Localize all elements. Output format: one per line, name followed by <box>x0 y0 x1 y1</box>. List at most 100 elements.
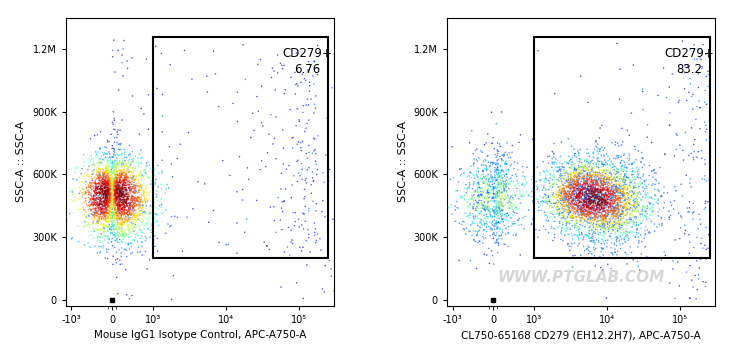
Point <box>598 206 610 211</box>
Point <box>596 190 607 196</box>
Point <box>618 178 629 183</box>
Point <box>503 180 515 186</box>
Point <box>464 169 476 175</box>
Point <box>186 76 198 82</box>
Point <box>300 238 312 244</box>
Point <box>102 187 114 193</box>
Point <box>591 237 602 242</box>
Point <box>99 194 111 200</box>
Point <box>507 221 519 227</box>
Point <box>103 175 115 181</box>
Point <box>494 220 506 226</box>
Point <box>108 197 120 202</box>
Point <box>110 200 121 206</box>
Point <box>101 182 112 188</box>
Point <box>629 188 641 194</box>
Point <box>496 196 507 202</box>
Point <box>296 161 307 166</box>
Point <box>115 174 127 179</box>
Point <box>596 182 608 188</box>
Point <box>112 256 123 262</box>
Point <box>105 168 117 174</box>
Point <box>599 199 611 205</box>
Point <box>604 225 616 231</box>
Point <box>103 203 115 209</box>
Point <box>507 209 519 215</box>
Point <box>98 207 110 213</box>
Point <box>99 199 110 205</box>
Point <box>620 191 631 197</box>
Point <box>610 204 621 210</box>
Point <box>515 222 527 228</box>
Point <box>126 226 138 232</box>
Point <box>131 223 142 229</box>
Point <box>580 206 592 212</box>
Point <box>480 235 491 241</box>
Point <box>102 173 114 179</box>
Point <box>634 195 646 201</box>
Point <box>558 210 569 216</box>
Point <box>110 163 122 169</box>
Point <box>591 170 602 175</box>
Point <box>592 221 604 227</box>
Point <box>633 195 645 201</box>
Point <box>601 176 612 182</box>
Point <box>112 187 123 193</box>
Point <box>91 204 103 210</box>
Point <box>96 220 107 226</box>
Point <box>509 210 520 215</box>
Point <box>112 229 123 234</box>
Point <box>105 186 117 191</box>
Point <box>133 184 145 190</box>
Point <box>126 170 137 175</box>
Point <box>217 158 228 163</box>
Point <box>610 172 621 178</box>
Point <box>115 216 127 222</box>
Point <box>596 204 608 210</box>
Point <box>98 176 110 182</box>
Point <box>362 205 374 211</box>
Point <box>132 249 144 255</box>
Point <box>103 187 115 193</box>
Point <box>685 125 697 131</box>
Point <box>558 188 569 194</box>
Point <box>626 202 637 207</box>
Point <box>105 190 117 196</box>
Point <box>122 165 134 170</box>
Point <box>577 189 588 195</box>
Point <box>574 196 585 202</box>
Point <box>140 208 152 214</box>
Point <box>148 172 160 178</box>
Point <box>109 207 120 213</box>
Point <box>599 194 610 199</box>
Point <box>609 177 620 182</box>
Point <box>602 214 613 219</box>
Point <box>120 171 131 177</box>
Point <box>568 174 580 180</box>
Point <box>696 155 708 161</box>
Point <box>558 182 569 188</box>
Point <box>591 186 602 192</box>
Point <box>496 207 508 213</box>
Point <box>103 202 115 208</box>
Point <box>97 209 109 215</box>
Point <box>123 234 134 240</box>
Point <box>439 214 450 220</box>
Point <box>116 233 128 239</box>
Point <box>702 245 714 251</box>
Point <box>102 163 114 169</box>
Point <box>491 237 503 243</box>
Point <box>111 274 123 280</box>
Point <box>633 208 645 214</box>
Point <box>109 139 120 145</box>
Point <box>616 221 628 227</box>
Point <box>592 194 604 200</box>
Point <box>582 243 593 249</box>
Point <box>118 206 130 212</box>
Point <box>482 189 493 195</box>
Point <box>93 169 104 174</box>
Point <box>562 209 574 215</box>
Point <box>615 214 626 219</box>
Point <box>125 199 137 205</box>
Point <box>489 193 501 199</box>
